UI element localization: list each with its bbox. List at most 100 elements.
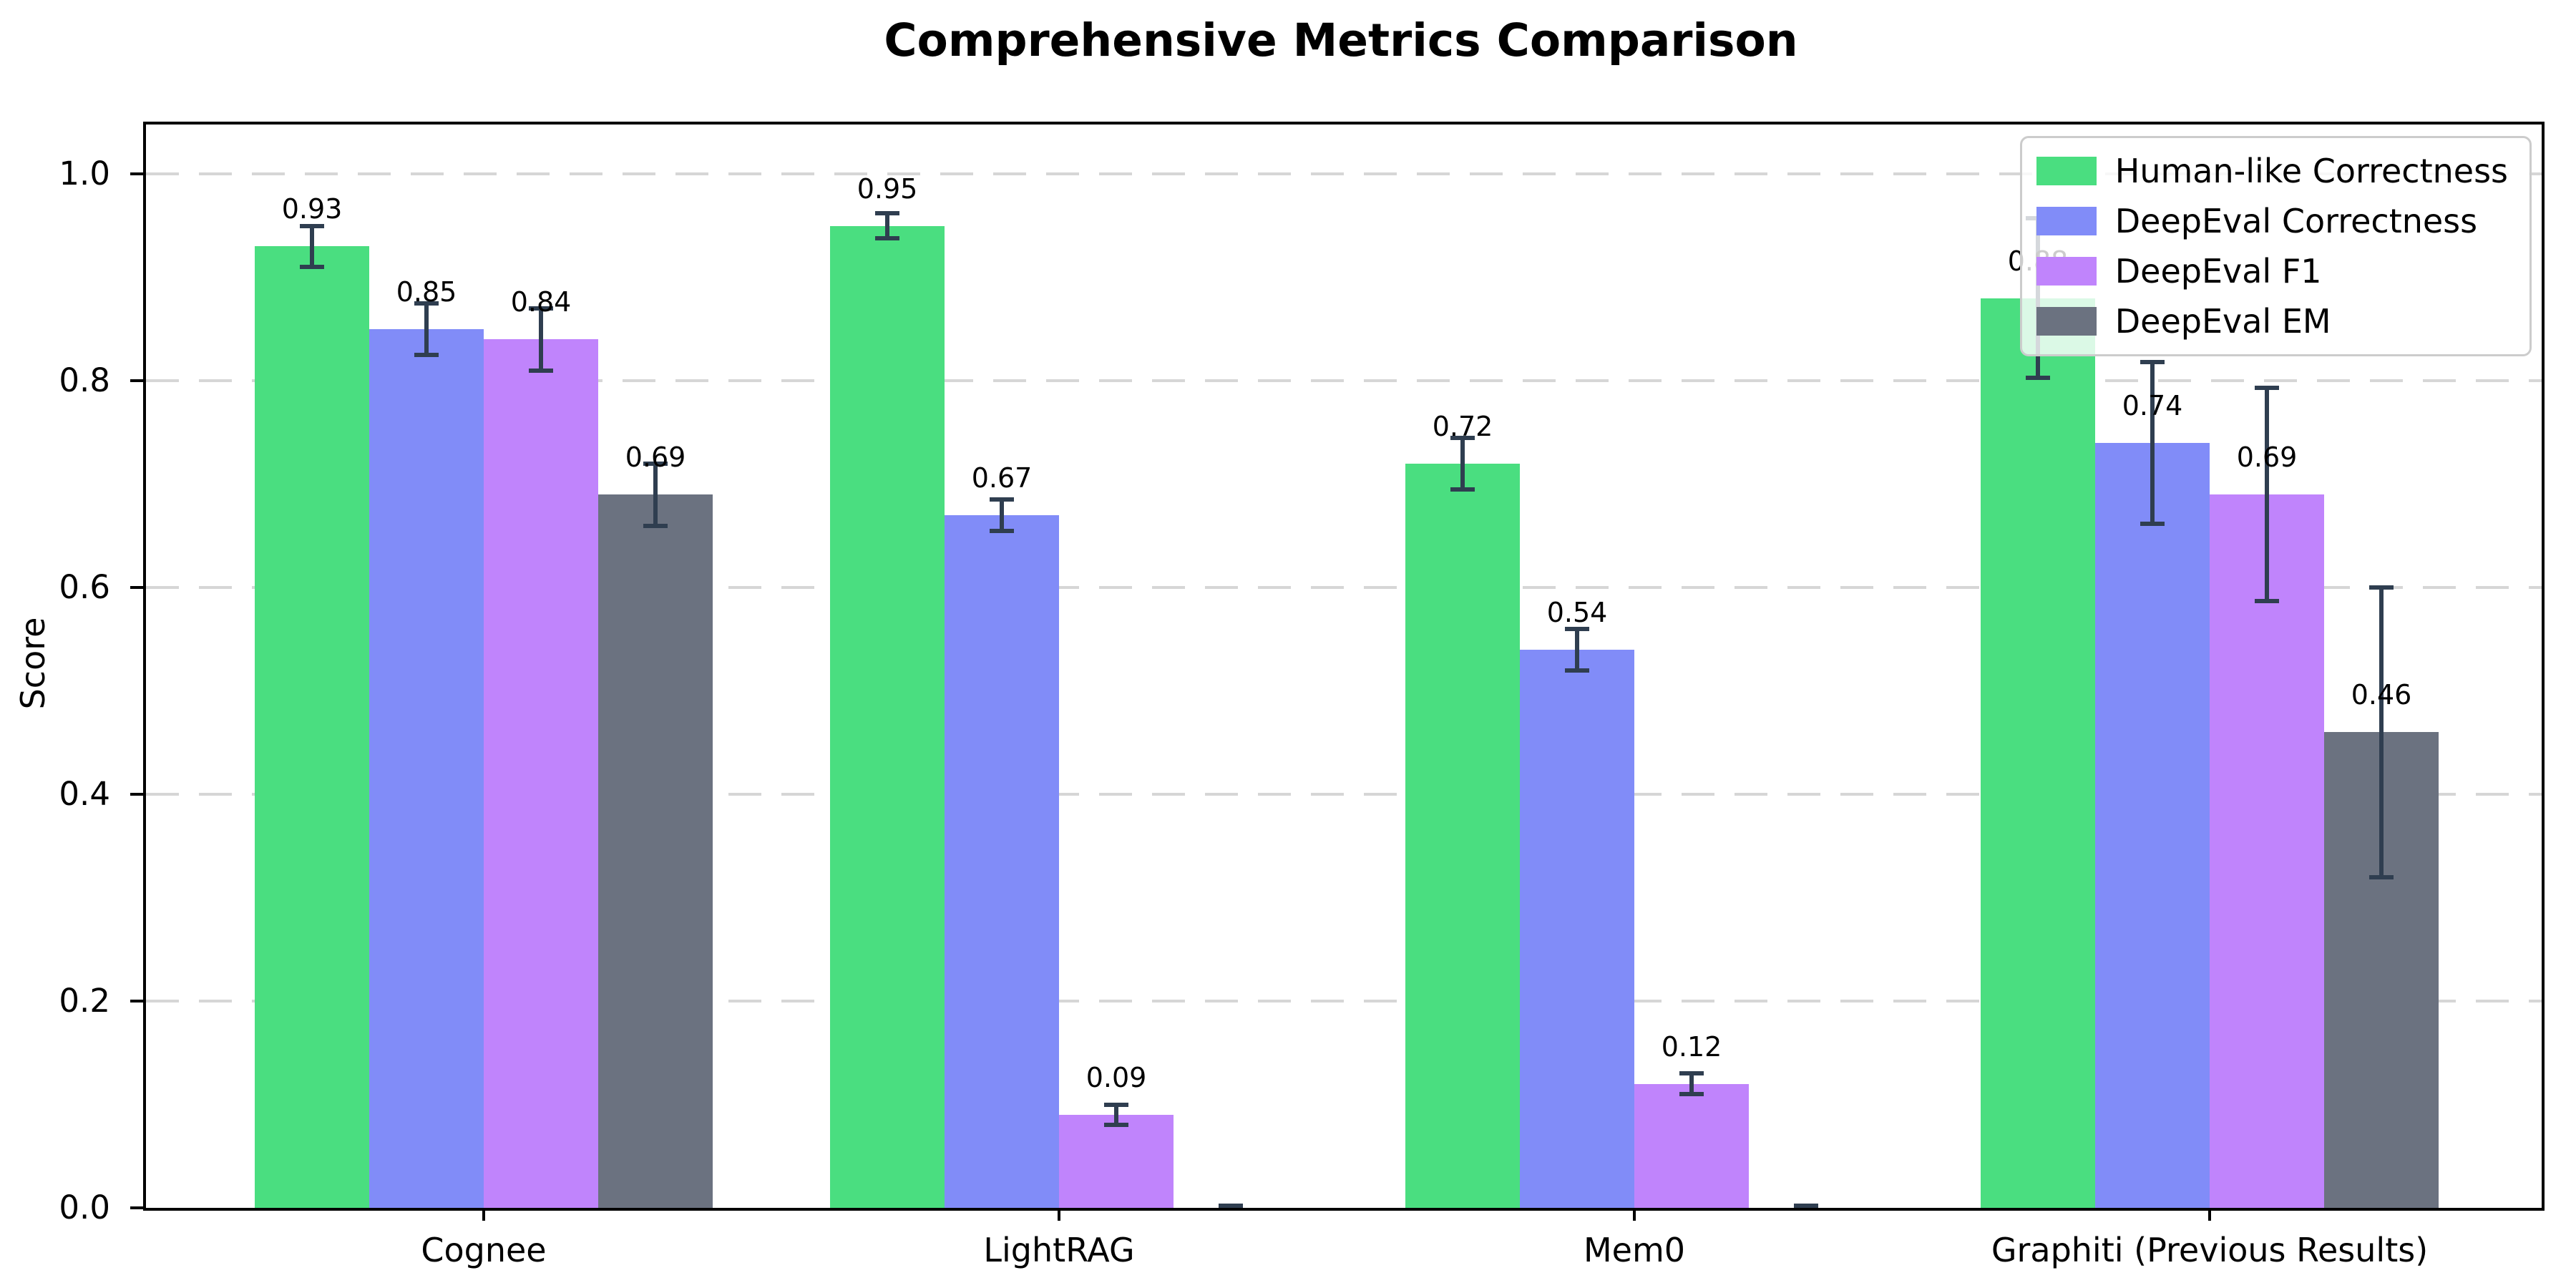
legend-label: DeepEval EM	[2114, 302, 2331, 341]
legend-swatch	[2036, 257, 2097, 286]
error-cap-top	[643, 461, 668, 466]
error-cap-bottom	[414, 353, 439, 358]
error-cap-top	[1679, 1071, 1704, 1076]
error-cap-top	[990, 497, 1014, 502]
x-tick-label: Cognee	[421, 1231, 547, 1269]
y-tick	[130, 586, 143, 590]
error-bar	[539, 308, 543, 371]
gridline	[146, 586, 2542, 590]
error-cap-top	[529, 306, 553, 311]
bar-value-label: 0.67	[971, 462, 1033, 494]
x-tick-label: Mem0	[1583, 1231, 1686, 1269]
y-tick-label: 0.6	[59, 568, 110, 607]
error-cap-bottom	[2369, 874, 2394, 879]
y-tick	[130, 793, 143, 796]
bar-value-label: 0.69	[2236, 441, 2298, 474]
chart-title: Comprehensive Metrics Comparison	[884, 14, 1798, 67]
bar-deepeval-f1	[484, 339, 598, 1208]
y-tick	[130, 172, 143, 176]
error-bar	[310, 225, 314, 268]
bar-human-like-correctness	[1981, 298, 2095, 1208]
error-bar	[1689, 1073, 1694, 1095]
error-bar	[1000, 499, 1004, 531]
bar-deepeval-correctness	[1520, 649, 1634, 1208]
bar-value-label: 0.69	[625, 441, 686, 474]
legend-item: DeepEval Correctness	[2036, 200, 2508, 243]
x-tick	[1058, 1208, 1060, 1221]
error-bar	[1114, 1104, 1118, 1126]
error-cap-bottom	[1219, 1204, 1243, 1208]
error-cap-bottom	[1565, 668, 1589, 673]
y-tick-label: 1.0	[59, 155, 110, 193]
legend-swatch	[2036, 307, 2097, 336]
gridline	[146, 172, 2542, 176]
error-bar	[2150, 362, 2155, 524]
error-cap-bottom	[2255, 598, 2279, 603]
bar-deepeval-f1	[1059, 1114, 1174, 1208]
legend-item: DeepEval EM	[2036, 300, 2508, 343]
bar-deepeval-f1	[1634, 1083, 1749, 1208]
error-cap-top	[300, 223, 324, 228]
error-bar	[885, 213, 889, 238]
y-tick-label: 0.4	[59, 775, 110, 814]
error-cap-bottom	[875, 235, 899, 240]
legend-label: DeepEval Correctness	[2114, 202, 2478, 240]
bar-deepeval-correctness	[945, 515, 1059, 1208]
bar-value-label: 0.54	[1546, 596, 1608, 628]
y-tick-label: 0.8	[59, 361, 110, 400]
bar-value-label: 0.84	[510, 286, 572, 318]
x-tick-label: Graphiti (Previous Results)	[1991, 1231, 2429, 1269]
bar-value-label: 0.74	[2122, 389, 2183, 421]
bar-value-label: 0.95	[857, 172, 918, 205]
error-cap-top	[1565, 626, 1589, 631]
error-bar	[1460, 437, 1465, 489]
x-tick	[2208, 1208, 2211, 1221]
gridline	[146, 1000, 2542, 1003]
plot-area: Human-like Correctness DeepEval Correctne…	[59, 122, 2545, 1269]
bar-human-like-correctness	[1405, 463, 1520, 1208]
error-bar	[653, 463, 658, 526]
error-bar	[1575, 628, 1579, 670]
bar-value-label: 0.12	[1661, 1030, 1722, 1063]
error-cap-bottom	[643, 523, 668, 528]
error-cap-bottom	[1679, 1092, 1704, 1097]
bar-value-label: 0.85	[396, 276, 457, 308]
error-cap-bottom	[1450, 487, 1475, 492]
legend-label: DeepEval F1	[2114, 252, 2322, 291]
legend-item: Human-like Correctness	[2036, 150, 2508, 192]
error-cap-top	[1104, 1102, 1128, 1107]
bar-value-label: 0.09	[1085, 1061, 1147, 1093]
y-tick	[130, 1000, 143, 1003]
bar-human-like-correctness	[255, 246, 369, 1208]
bar-deepeval-correctness	[369, 329, 484, 1208]
x-tick	[1633, 1208, 1636, 1221]
y-tick-label: 0.0	[59, 1189, 110, 1226]
bar-value-label: 0.72	[1432, 410, 1493, 442]
y-tick-label: 0.2	[59, 982, 110, 1020]
error-cap-bottom	[2026, 375, 2050, 380]
error-cap-bottom	[990, 528, 1014, 533]
bar-deepeval-em	[598, 494, 713, 1208]
x-tick	[482, 1208, 485, 1221]
bar-human-like-correctness	[830, 225, 945, 1208]
gridline	[146, 379, 2542, 383]
legend-swatch	[2036, 207, 2097, 235]
error-cap-top	[2369, 585, 2394, 590]
legend-item: DeepEval F1	[2036, 250, 2508, 293]
error-cap-bottom	[529, 368, 553, 373]
y-axis-label: Score	[14, 617, 52, 710]
error-cap-bottom	[2140, 521, 2165, 526]
error-bar	[424, 303, 429, 356]
y-tick	[130, 379, 143, 383]
error-cap-bottom	[1794, 1204, 1818, 1208]
legend: Human-like Correctness DeepEval Correctne…	[2019, 136, 2532, 356]
error-cap-top	[414, 301, 439, 306]
error-cap-top	[2255, 386, 2279, 391]
error-cap-top	[2140, 360, 2165, 365]
error-bar	[2265, 388, 2269, 601]
bar-value-label: 0.46	[2351, 679, 2412, 711]
legend-label: Human-like Correctness	[2114, 152, 2508, 190]
error-cap-top	[1450, 435, 1475, 440]
error-bar	[2379, 587, 2384, 877]
